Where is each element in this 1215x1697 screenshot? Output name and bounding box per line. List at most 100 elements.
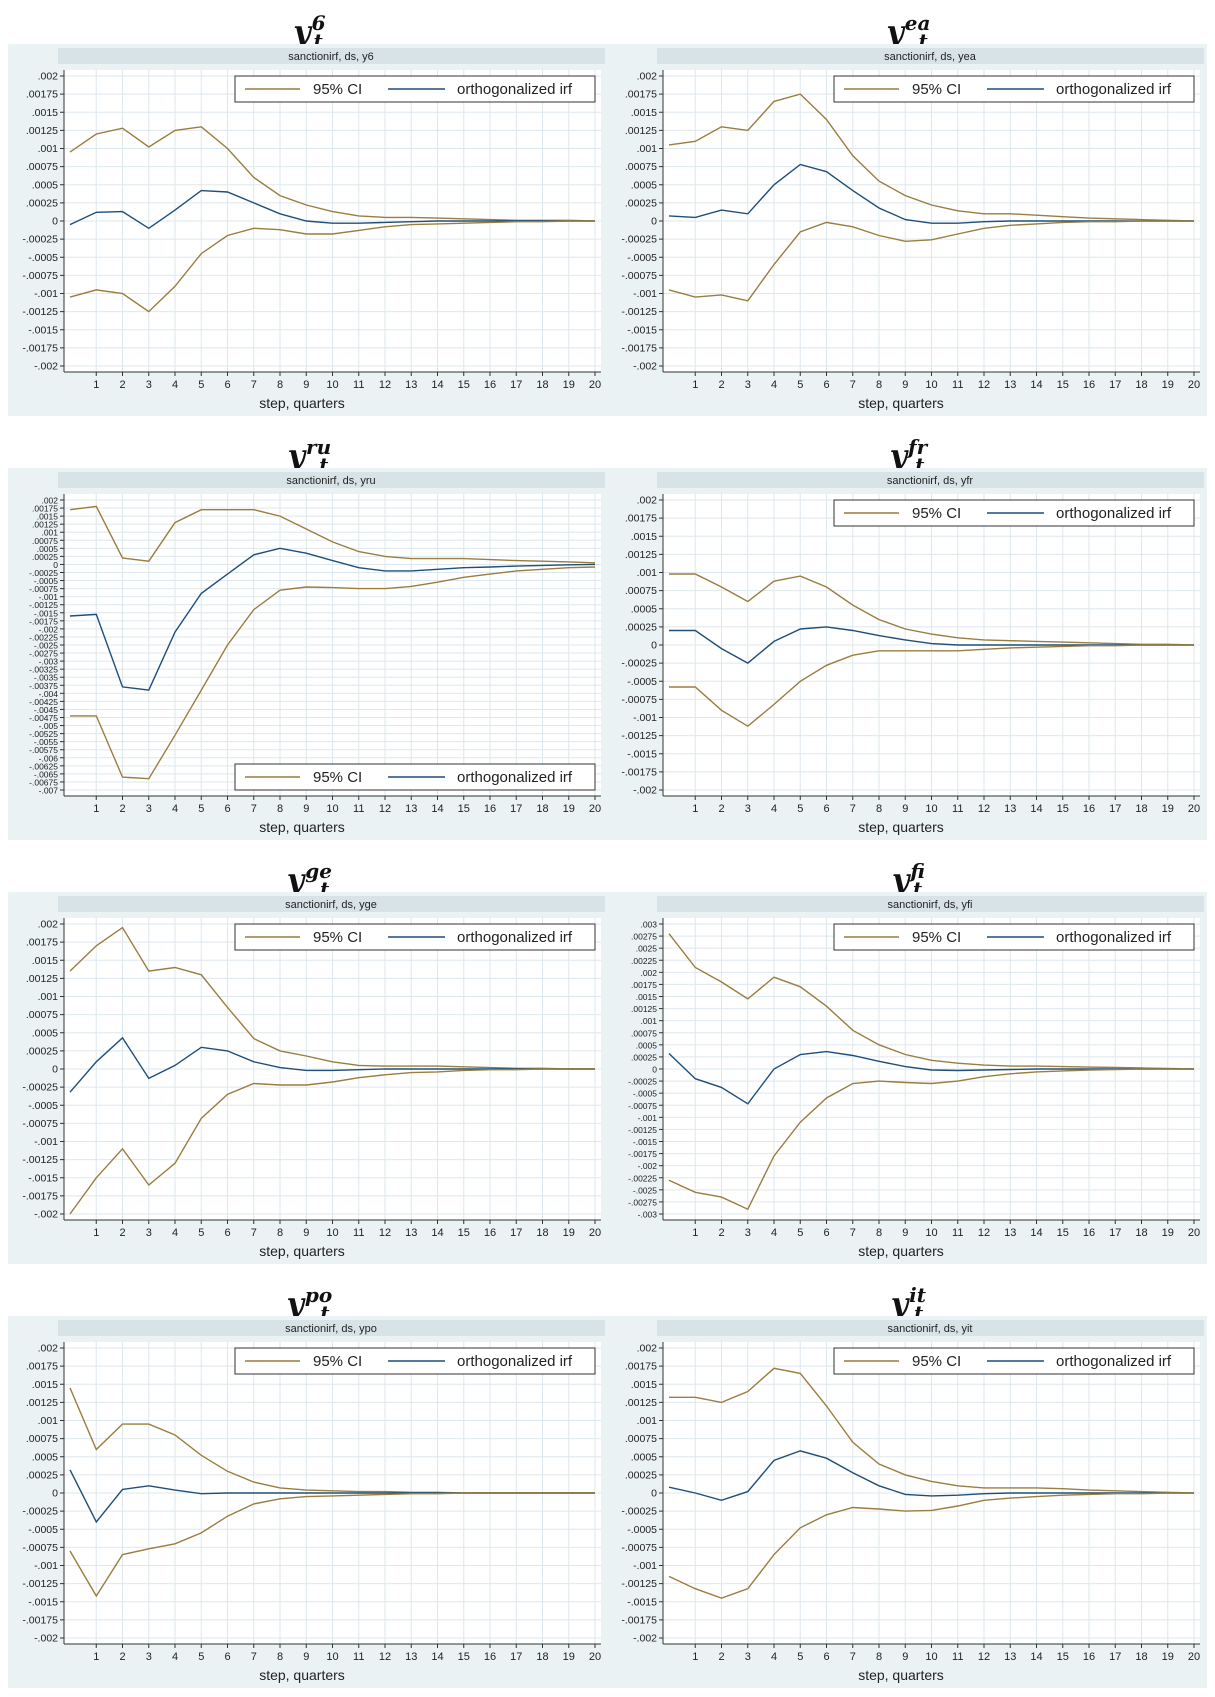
y-tick-label: .0005: [32, 179, 58, 191]
y-tick-label: -.0005: [627, 1524, 657, 1536]
y-tick-label: -.00175: [29, 616, 58, 626]
y-tick-label: -.00075: [29, 584, 58, 594]
series-line-lower: [669, 644, 1194, 728]
x-tick-label: 19: [1162, 1651, 1174, 1663]
x-tick-label: 14: [1030, 1651, 1042, 1663]
y-tick-label: .002: [637, 1343, 658, 1355]
x-tick-label: 15: [1057, 379, 1069, 391]
x-tick-label: 13: [405, 1227, 417, 1239]
y-tick-label: -.00575: [29, 745, 58, 755]
series-line-irf: [69, 189, 595, 230]
y-tick-label: -.0015: [627, 748, 657, 760]
y-tick-label: .00075: [631, 1028, 657, 1038]
y-tick-label: -.001: [34, 1560, 58, 1572]
chart-title: yget: [8, 850, 608, 901]
x-tick-label: 13: [1004, 379, 1016, 391]
y-tick-label: -.00225: [628, 1173, 657, 1183]
chart-title-base: y: [891, 863, 910, 898]
x-tick-label: 2: [718, 379, 724, 391]
chart-frame: sanctionirf, ds, yit .002.00175.0015.0012…: [607, 1316, 1207, 1688]
x-tick-label: 20: [1188, 1227, 1200, 1239]
x-tick-label: 1: [692, 379, 698, 391]
y-tick-label: -.00025: [22, 234, 58, 246]
x-tick-label: 14: [431, 803, 443, 815]
x-tick-label: 16: [1083, 1651, 1095, 1663]
chart-frame: sanctionirf, ds, yfi .003.00275.0025.0022…: [607, 892, 1207, 1264]
y-tick-label: .0025: [636, 944, 658, 954]
x-tick-label: 7: [251, 1227, 257, 1239]
y-tick-label: -.00025: [621, 1506, 657, 1518]
y-tick-label: -.0005: [627, 252, 657, 264]
y-tick-label: -.00075: [22, 1118, 58, 1130]
x-tick-label: 6: [823, 803, 829, 815]
chart-title: yitt: [607, 1274, 1207, 1325]
chart-title-subscript: t: [313, 29, 323, 53]
x-tick-label: 17: [1109, 803, 1121, 815]
y-tick-label: -.002: [39, 624, 59, 634]
x-axis-title: step, quarters: [259, 395, 345, 411]
y-tick-label: .00025: [625, 197, 657, 209]
y-tick-label: .0015: [32, 1379, 58, 1391]
x-axis-title: step, quarters: [858, 819, 944, 835]
x-tick-label: 18: [536, 1227, 548, 1239]
chart-title-base: y: [889, 439, 908, 474]
y-tick-label: -.00325: [29, 665, 58, 675]
y-tick-label: -.0005: [28, 1100, 58, 1112]
x-tick-label: 12: [978, 1651, 990, 1663]
x-tick-label: 2: [119, 1651, 125, 1663]
subtitle-strip: [657, 48, 1204, 64]
x-tick-label: 3: [745, 379, 751, 391]
y-tick-label: -.002: [34, 361, 58, 373]
chart-title-base: y: [886, 15, 904, 50]
chart-frame: sanctionirf, ds, yea .002.00175.0015.0012…: [607, 44, 1207, 416]
legend-label-irf: orthogonalized irf: [457, 769, 573, 786]
x-tick-label: 6: [224, 379, 230, 391]
x-tick-label: 1: [692, 1227, 698, 1239]
x-tick-label: 11: [952, 1227, 963, 1239]
y-tick-label: .001: [41, 528, 58, 538]
x-axis-title: step, quarters: [259, 819, 345, 835]
legend-label-ci: 95% CI: [912, 505, 961, 522]
y-tick-label: .001: [637, 567, 658, 579]
series-line-upper: [668, 933, 1195, 1070]
y-tick-label: -.00025: [621, 658, 657, 670]
x-tick-label: 20: [589, 379, 601, 391]
y-tick-label: .0005: [32, 1027, 58, 1039]
chart-svg: sanctionirf, ds, yru.002.00175.0015.0012…: [29, 472, 605, 835]
x-tick-label: 1: [692, 803, 698, 815]
y-tick-label: -.00175: [621, 342, 657, 354]
x-tick-label: 19: [1162, 803, 1174, 815]
x-tick-label: 4: [771, 1227, 777, 1239]
x-tick-label: 14: [431, 1651, 443, 1663]
y-tick-label: .00075: [26, 1009, 58, 1021]
series-line-lower: [70, 566, 596, 780]
chart-title-base: y: [286, 1287, 304, 1322]
y-tick-label: .0005: [37, 544, 59, 554]
chart-title-subscript: t: [912, 877, 923, 901]
chart-svg: sanctionirf, ds, yit.002.00175.0015.0012…: [621, 1320, 1204, 1683]
y-tick-label: .002: [640, 968, 657, 978]
y-tick-label: -.0015: [627, 324, 657, 336]
x-tick-label: 1: [93, 803, 99, 815]
y-tick-label: -.00675: [29, 777, 58, 787]
y-tick-label: -.004: [39, 689, 59, 699]
y-tick-label: -.00125: [621, 1578, 657, 1590]
y-tick-label: .001: [637, 143, 658, 155]
y-tick-label: .00175: [26, 937, 58, 949]
chart-title-superscript: it: [909, 1283, 927, 1307]
y-tick-label: 0: [52, 1064, 58, 1076]
y-tick-label: -.00475: [29, 713, 58, 723]
x-tick-label: 1: [93, 379, 99, 391]
x-tick-label: 17: [1109, 379, 1121, 391]
x-tick-label: 11: [353, 379, 364, 391]
y-tick-label: -.0065: [34, 769, 58, 779]
x-tick-label: 14: [1030, 379, 1042, 391]
y-tick-label: -.003: [638, 1210, 658, 1220]
x-tick-label: 9: [902, 803, 908, 815]
x-tick-label: 17: [510, 803, 522, 815]
x-tick-label: 14: [1030, 803, 1042, 815]
chart-title-superscript: ge: [305, 859, 332, 883]
legend-label-ci: 95% CI: [912, 929, 961, 946]
x-tick-label: 6: [224, 1651, 230, 1663]
y-tick-label: .00025: [26, 1045, 58, 1057]
